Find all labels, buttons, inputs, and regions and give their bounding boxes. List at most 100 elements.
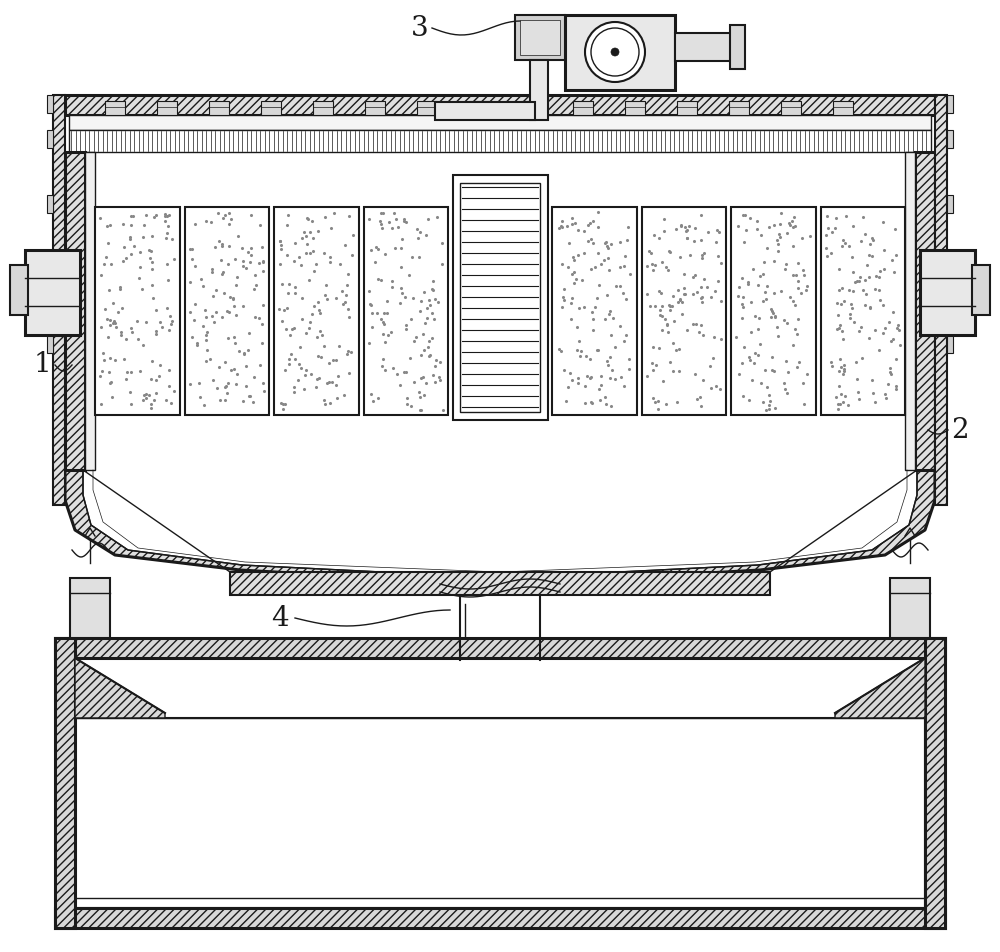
Point <box>92 368 108 384</box>
Point <box>747 308 763 324</box>
Point <box>363 242 379 257</box>
Point <box>662 302 678 317</box>
Point <box>419 310 435 326</box>
Point <box>113 327 129 343</box>
Point <box>309 371 325 387</box>
Point <box>393 259 409 274</box>
Point <box>585 235 601 250</box>
Point <box>835 232 851 248</box>
Point <box>559 218 575 233</box>
Point <box>687 268 703 283</box>
Point <box>241 388 257 404</box>
Point <box>164 231 180 247</box>
Point <box>399 390 415 406</box>
Point <box>272 233 288 248</box>
Point <box>321 374 337 389</box>
Point <box>564 372 580 387</box>
Point <box>197 303 213 318</box>
Point <box>615 286 631 301</box>
Point <box>613 369 629 385</box>
Point <box>689 391 705 407</box>
Point <box>849 371 865 387</box>
Bar <box>573 101 593 115</box>
Point <box>375 314 391 329</box>
Point <box>597 389 613 405</box>
Point <box>676 281 692 296</box>
Point <box>654 308 670 324</box>
Point <box>412 402 428 417</box>
Point <box>692 389 708 405</box>
Point <box>160 218 176 233</box>
Point <box>607 371 623 387</box>
Point <box>235 259 251 274</box>
Point <box>393 281 409 296</box>
Point <box>228 277 244 292</box>
Point <box>769 232 785 248</box>
Point <box>141 243 157 258</box>
Point <box>580 217 596 232</box>
Point <box>273 396 289 411</box>
Point <box>318 278 334 293</box>
Point <box>252 217 268 232</box>
Point <box>252 358 268 373</box>
Point <box>778 354 794 369</box>
Point <box>377 334 393 349</box>
Point <box>673 218 689 233</box>
Point <box>603 236 619 251</box>
Point <box>883 333 899 348</box>
Point <box>214 309 230 325</box>
Bar <box>947 130 953 148</box>
Point <box>639 258 655 273</box>
Point <box>214 266 230 281</box>
Point <box>231 344 247 359</box>
Point <box>286 385 302 400</box>
Point <box>424 281 440 296</box>
Bar <box>157 101 177 115</box>
Bar <box>75 718 925 908</box>
Point <box>761 387 777 403</box>
Point <box>644 355 660 370</box>
Point <box>308 379 324 394</box>
Point <box>604 363 620 378</box>
Point <box>685 269 701 285</box>
Polygon shape <box>835 658 925 718</box>
Point <box>202 351 218 367</box>
Point <box>411 385 427 400</box>
Point <box>650 402 666 417</box>
Point <box>844 249 860 265</box>
Point <box>198 327 214 343</box>
Point <box>587 260 603 275</box>
Point <box>134 281 150 296</box>
Point <box>287 279 303 294</box>
Point <box>867 282 883 297</box>
Point <box>189 335 205 350</box>
Point <box>162 308 178 324</box>
Point <box>747 346 763 361</box>
Point <box>198 309 214 325</box>
Point <box>229 268 245 284</box>
Point <box>187 297 203 312</box>
Point <box>819 248 835 264</box>
Point <box>694 248 710 263</box>
Point <box>569 320 585 335</box>
Point <box>93 268 109 283</box>
Point <box>742 210 758 226</box>
Point <box>770 328 786 344</box>
Point <box>418 375 434 390</box>
Point <box>115 216 131 231</box>
Point <box>591 277 607 292</box>
Point <box>662 245 678 260</box>
Point <box>823 354 839 369</box>
Point <box>102 217 118 232</box>
Point <box>848 354 864 369</box>
Point <box>298 228 314 244</box>
Point <box>740 276 756 291</box>
Point <box>396 213 412 228</box>
Point <box>654 255 670 270</box>
Point <box>641 244 657 259</box>
Point <box>413 294 429 309</box>
Point <box>386 206 402 221</box>
Point <box>654 323 670 338</box>
Bar <box>365 101 385 115</box>
Point <box>569 343 585 358</box>
